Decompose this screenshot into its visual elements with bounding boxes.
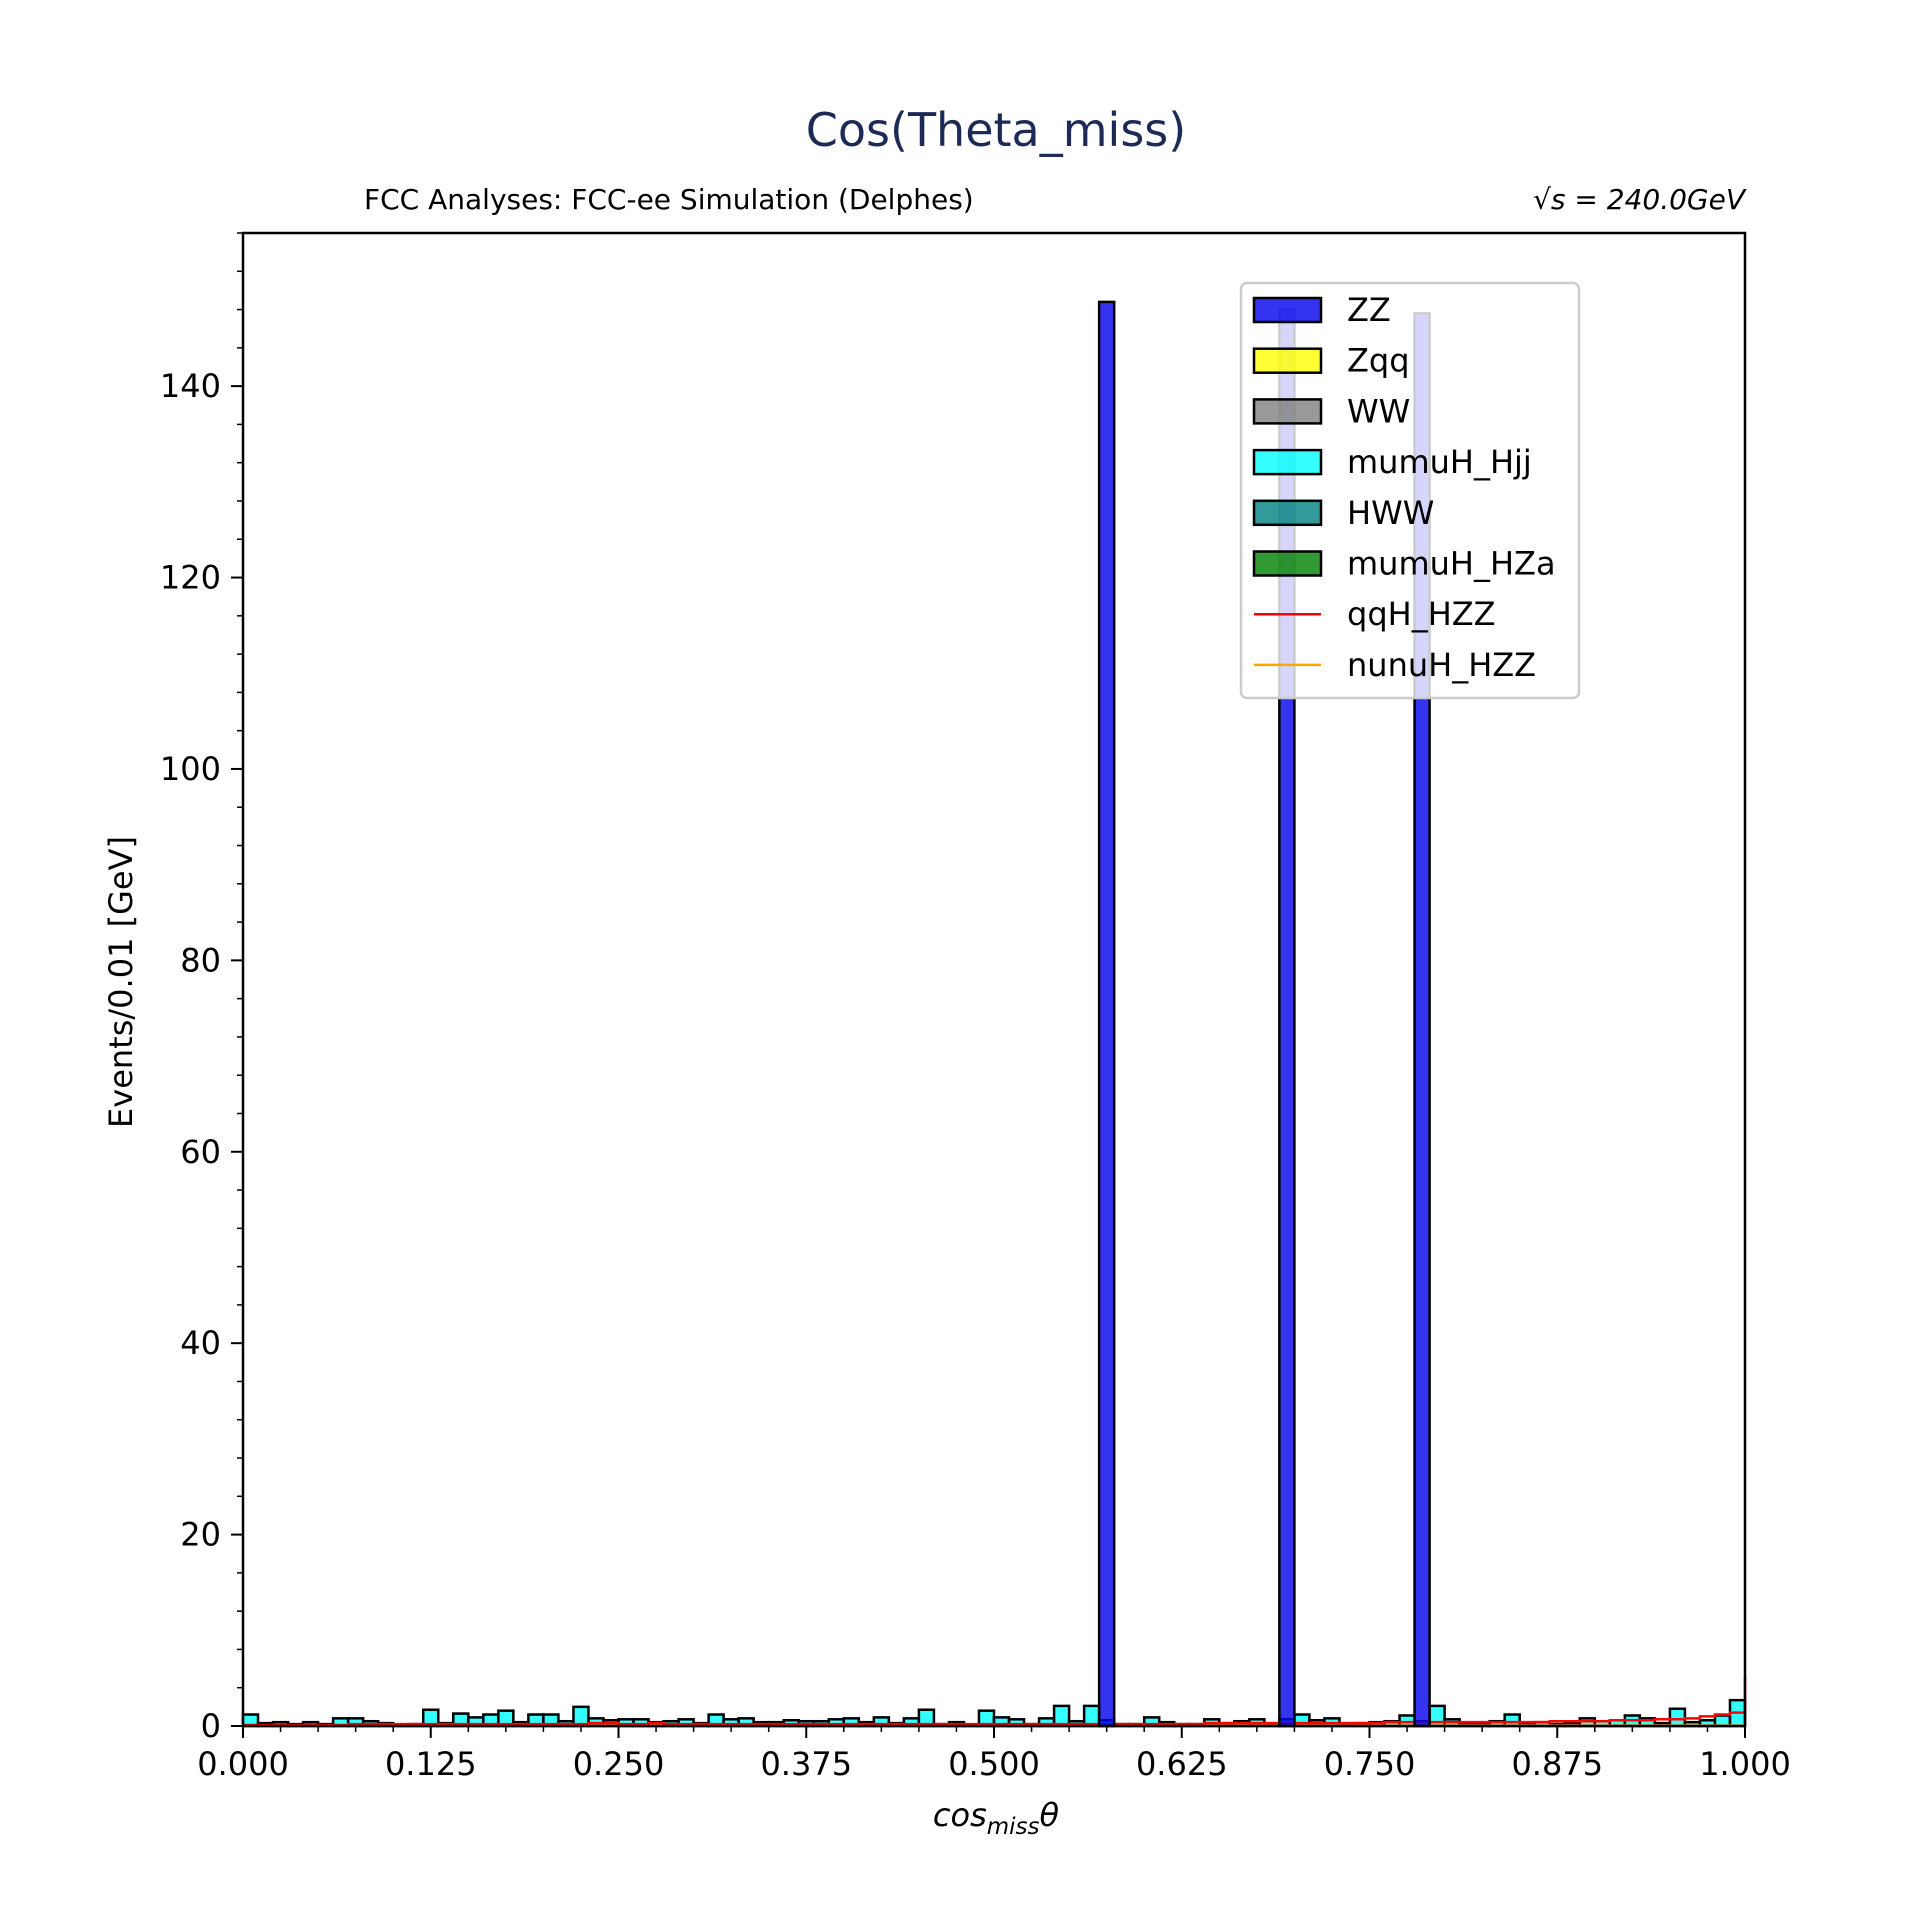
x-tick-label: 0.500: [948, 1745, 1040, 1783]
chart-title: Cos(Theta_miss): [806, 103, 1186, 157]
y-tick-label: 80: [180, 941, 221, 979]
legend-swatch-mumuH-HZa: [1254, 552, 1321, 576]
y-tick-label: 120: [160, 559, 221, 597]
legend-swatch-mumuH-Hjj: [1254, 450, 1321, 474]
legend-box: [1241, 283, 1579, 698]
hist-bar-mumuH-Hjj: [1670, 1709, 1685, 1726]
legend-swatch-WW: [1254, 399, 1321, 423]
y-tick-label: 20: [180, 1516, 221, 1554]
x-axis-label-subscript: miss: [987, 1814, 1040, 1840]
x-axis-label-tail: θ: [1040, 1796, 1060, 1834]
legend-label-qqH-HZZ: qqH_HZZ: [1347, 595, 1496, 633]
y-tick-label: 40: [180, 1324, 221, 1362]
y-tick-label: 0: [201, 1707, 221, 1745]
hist-bar-ZZ-1: [1099, 302, 1114, 1726]
y-tick-label: 140: [160, 367, 221, 405]
y-axis-label: Events/0.01 [GeV]: [102, 836, 140, 1128]
legend-label-HWW: HWW: [1347, 494, 1434, 532]
x-axis-label-main: cos: [933, 1796, 987, 1834]
chart-subtitle-left: FCC Analyses: FCC-ee Simulation (Delphes…: [364, 183, 974, 216]
y-tick-label: 60: [180, 1133, 221, 1171]
x-tick-label: 0.750: [1324, 1745, 1416, 1783]
legend-swatch-Zqq: [1254, 349, 1321, 373]
x-tick-label: 0.375: [760, 1745, 852, 1783]
legend-swatch-HWW: [1254, 501, 1321, 525]
chart-subtitle-right: √s = 240.0GeV: [1533, 183, 1747, 216]
x-tick-label: 0.125: [385, 1745, 477, 1783]
y-tick-label: 100: [160, 750, 221, 788]
x-tick-label: 0.625: [1136, 1745, 1228, 1783]
legend: ZZ Zqq WW mumuH_Hjj HWW mumuH_HZa qqH_HZZ nunuH…: [1241, 283, 1579, 698]
legend-label-WW: WW: [1347, 392, 1410, 430]
legend-label-nunuH-HZZ: nunuH_HZZ: [1347, 646, 1536, 684]
legend-label-ZZ: ZZ: [1347, 291, 1391, 329]
legend-label-mumuH-HZa: mumuH_HZa: [1347, 545, 1556, 583]
x-tick-label: 0.875: [1511, 1745, 1603, 1783]
legend-label-Zqq: Zqq: [1347, 342, 1410, 380]
x-tick-label: 0.000: [197, 1745, 289, 1783]
legend-swatch-ZZ: [1254, 298, 1321, 322]
x-tick-label: 0.250: [573, 1745, 665, 1783]
legend-label-mumuH-Hjj: mumuH_Hjj: [1347, 443, 1532, 481]
x-tick-label: 1.000: [1699, 1745, 1791, 1783]
